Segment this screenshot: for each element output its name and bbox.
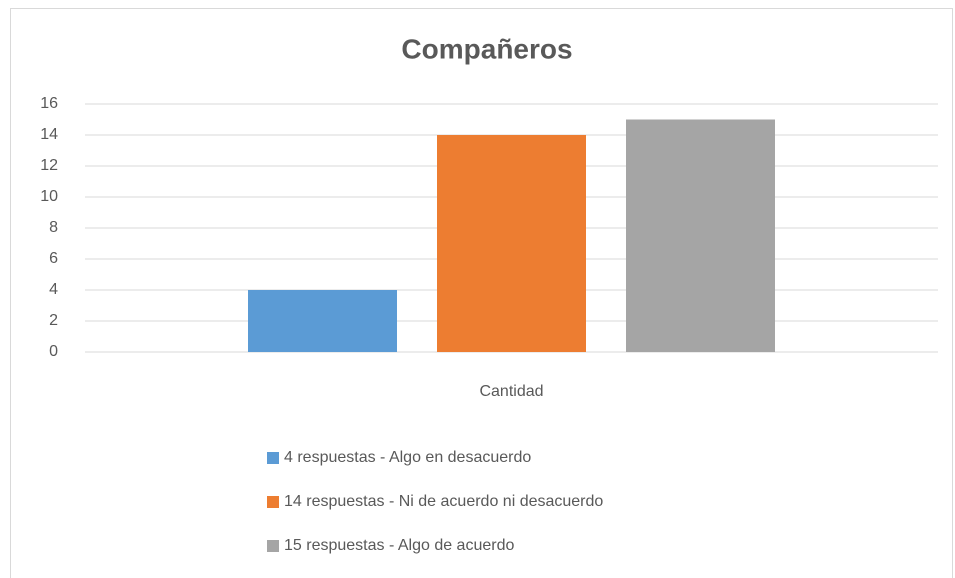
y-tick-label: 0 <box>49 343 58 360</box>
x-tick-label: Cantidad <box>479 383 543 400</box>
y-tick-label: 4 <box>49 281 58 298</box>
y-tick-label: 14 <box>40 126 58 143</box>
legend-swatch <box>267 452 279 464</box>
bar <box>437 135 586 352</box>
y-tick-label: 12 <box>40 157 58 174</box>
legend-swatch <box>267 540 279 552</box>
legend-swatch <box>267 496 279 508</box>
bar <box>248 290 397 352</box>
legend-label: 15 respuestas - Algo de acuerdo <box>284 537 514 554</box>
y-tick-label: 8 <box>49 219 58 236</box>
bar <box>626 119 775 352</box>
legend-label: 4 respuestas - Algo en desacuerdo <box>284 449 531 466</box>
legend-label: 14 respuestas - Ni de acuerdo ni desacue… <box>284 493 603 510</box>
y-tick-label: 6 <box>49 250 58 267</box>
y-tick-label: 16 <box>40 95 58 112</box>
y-tick-label: 2 <box>49 312 58 329</box>
y-tick-label: 10 <box>40 188 58 205</box>
chart-title: Compañeros <box>401 33 572 64</box>
